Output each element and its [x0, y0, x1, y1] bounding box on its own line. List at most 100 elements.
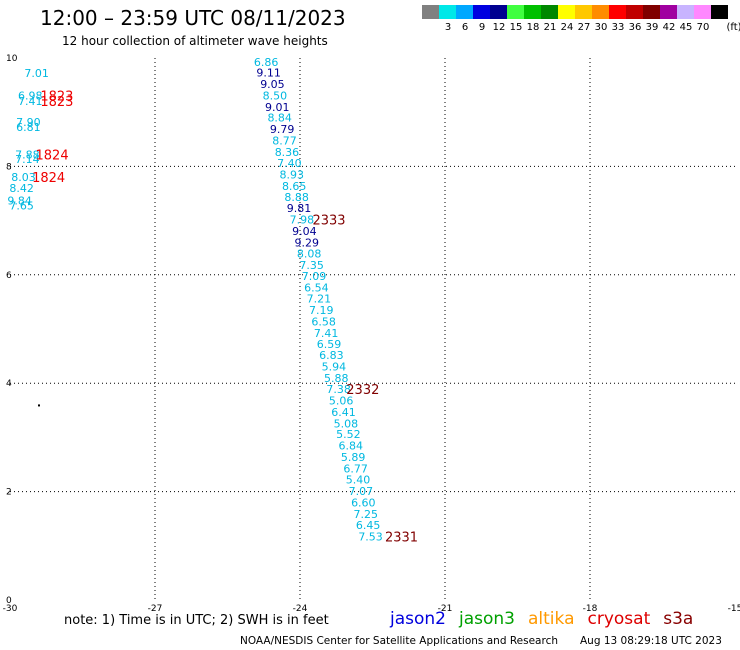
wave-height-label: 6.41 [331, 406, 356, 419]
legend-swatch [660, 5, 677, 19]
legend-label: 33 [611, 22, 625, 33]
wave-height-label: 7.21 [307, 293, 332, 306]
wave-height-label: 8.84 [267, 112, 292, 125]
y-tick-label: 0 [6, 596, 12, 606]
wave-height-label: 6.54 [304, 281, 329, 294]
wave-height-label: 7.14 [15, 153, 40, 166]
wave-height-label: 6.84 [339, 440, 364, 453]
wave-height-label: 7.90 [16, 116, 41, 129]
wave-height-label: 7.19 [309, 304, 334, 317]
chart-title: 12:00 – 23:59 UTC 08/11/2023 [40, 6, 346, 30]
legend-swatch [473, 5, 490, 19]
x-tick-label: -21 [438, 604, 453, 614]
wave-height-label: 6.81 [16, 121, 41, 134]
wave-height-label: 8.77 [272, 134, 297, 147]
y-tick-label: 10 [6, 54, 18, 64]
wave-height-label: 7.41 [18, 95, 43, 108]
wave-height-label: 7.25 [353, 508, 378, 521]
wave-height-label: 9.81 [287, 202, 312, 215]
x-tick-label: -30 [3, 604, 18, 614]
wave-height-label: 9.84 [7, 195, 32, 208]
x-tick-label: -15 [728, 604, 740, 614]
wave-height-label: 9.04 [292, 225, 317, 238]
wave-height-label: 5.94 [322, 360, 347, 373]
footer-timestamp: Aug 13 08:29:18 UTC 2023 [580, 635, 722, 647]
legend-label: 3 [444, 22, 452, 33]
y-tick-label: 6 [6, 271, 12, 281]
legend-swatch [677, 5, 694, 19]
wave-height-label: 9.29 [295, 236, 320, 249]
wave-height-label: 6.45 [356, 519, 381, 532]
chart-subtitle: 12 hour collection of altimeter wave hei… [62, 34, 328, 48]
legend-label: 70 [696, 22, 710, 33]
legend-label: 24 [560, 22, 574, 33]
legend-label: 39 [645, 22, 659, 33]
legend-label: 18 [526, 22, 540, 33]
legend-swatch [609, 5, 626, 19]
legend-label: 45 [679, 22, 693, 33]
wave-height-label: 7.38 [326, 383, 351, 396]
wave-height-label: 6.86 [254, 56, 279, 69]
wave-height-label: 8.36 [275, 146, 300, 159]
wave-height-label: 6.59 [317, 338, 342, 351]
wave-height-points: 7.016.987.417.906.817.887.148.038.429.84… [7, 56, 382, 544]
axis-tick-labels: -30 -27 -24 -21 -18 -15 0 2 4 6 8 10 [3, 54, 740, 614]
point-marker [38, 404, 40, 407]
satellite-altika: altika [528, 609, 575, 629]
legend-swatch [456, 5, 473, 19]
wave-height-label: 6.83 [319, 349, 344, 362]
satellite-jason2: jason2 [390, 609, 446, 629]
satellite-legend: jason2 jason3 altika cryosat s3a [390, 609, 693, 629]
legend-swatch [422, 5, 439, 19]
wave-height-label: 8.42 [9, 182, 34, 195]
legend-unit: (ft) [726, 22, 740, 33]
wave-height-label: 7.53 [358, 531, 383, 544]
legend-swatch [490, 5, 507, 19]
wave-height-label: 7.40 [277, 157, 302, 170]
wave-height-label: 6.58 [311, 315, 336, 328]
wave-height-label: 5.52 [336, 428, 361, 441]
wave-height-label: 7.88 [15, 148, 40, 161]
wave-height-label: 5.89 [341, 451, 366, 464]
legend-label: 27 [577, 22, 591, 33]
legend-swatch [643, 5, 660, 19]
legend-swatch [558, 5, 575, 19]
wave-height-label: 7.09 [302, 270, 327, 283]
wave-height-label: 9.05 [260, 78, 285, 91]
wave-height-label: 5.88 [324, 372, 349, 385]
wave-height-label: 8.93 [280, 169, 305, 182]
legend-swatch [575, 5, 592, 19]
x-tick-label: -24 [293, 604, 308, 614]
wave-height-label: 6.77 [343, 462, 368, 475]
wave-height-label: 7.35 [299, 259, 324, 272]
pass-time-label: 1823 [40, 95, 73, 110]
legend-label: 30 [594, 22, 608, 33]
legend-label: 12 [492, 22, 506, 33]
wave-height-label: 5.40 [346, 474, 371, 487]
wave-height-label: 8.88 [284, 191, 309, 204]
legend-label: 6 [461, 22, 469, 33]
wave-height-label: 7.98 [290, 214, 315, 227]
legend-label: 42 [662, 22, 676, 33]
pass-time-label: 1824 [32, 171, 65, 186]
legend-swatch [711, 5, 728, 19]
legend-swatch [524, 5, 541, 19]
y-tick-label: 4 [6, 379, 12, 389]
wave-height-label: 9.01 [265, 101, 290, 114]
wave-height-label: 6.60 [351, 496, 376, 509]
legend-swatch [507, 5, 524, 19]
legend-label: 21 [543, 22, 557, 33]
footer-credit: NOAA/NESDIS Center for Satellite Applica… [240, 635, 558, 647]
wave-height-label: 6.98 [18, 89, 43, 102]
satellite-s3a: s3a [663, 609, 694, 629]
wave-height-label: 7.65 [9, 199, 34, 212]
satellite-cryosat: cryosat [587, 609, 651, 629]
legend-swatch [439, 5, 456, 19]
pass-time-label: 1823 [40, 89, 73, 104]
legend-label: 36 [628, 22, 642, 33]
legend-swatch [694, 5, 711, 19]
x-tick-label: -18 [583, 604, 598, 614]
legend-swatch [626, 5, 643, 19]
